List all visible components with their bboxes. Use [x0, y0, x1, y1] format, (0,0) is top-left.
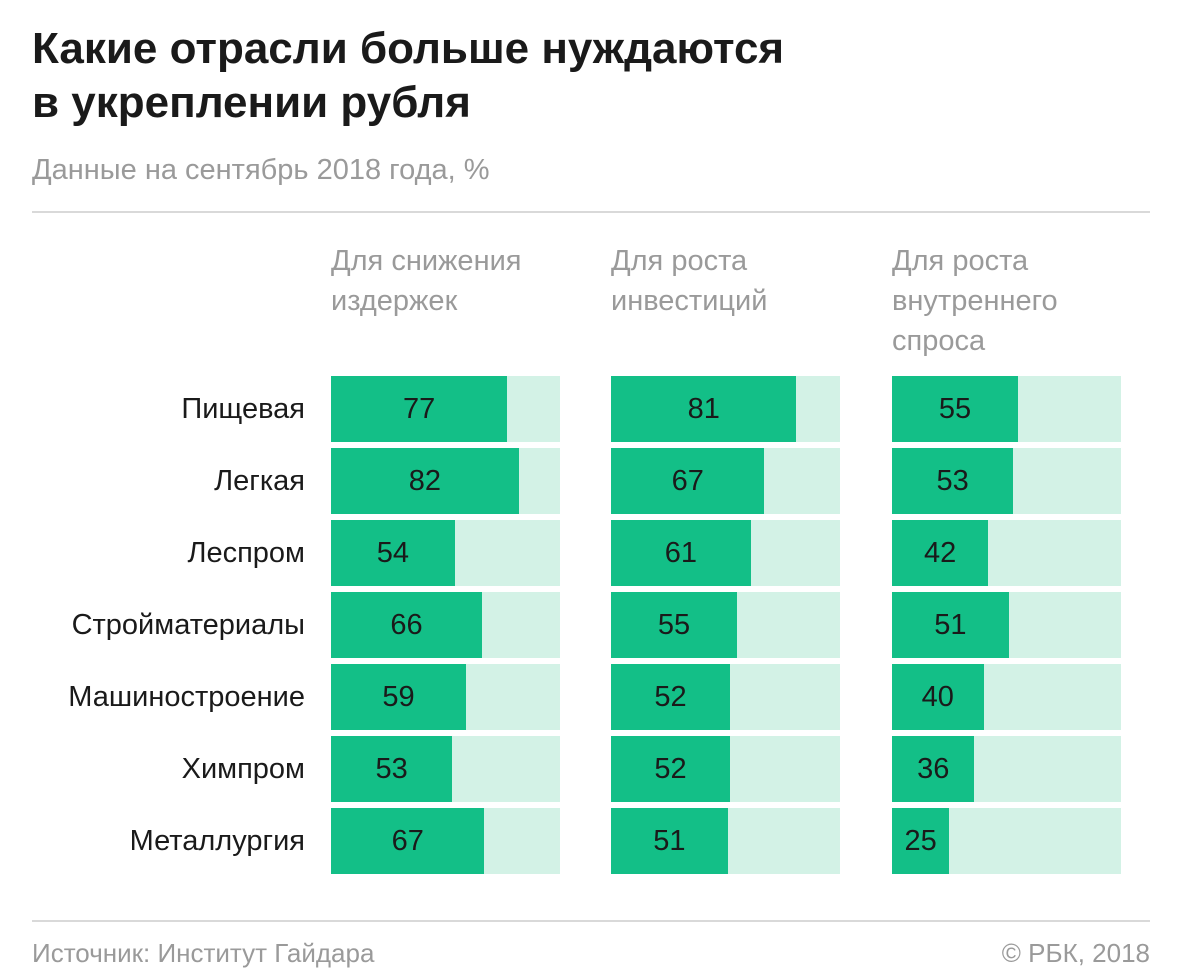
bar-value-label: 54: [376, 537, 409, 569]
bar-value-label: 53: [375, 753, 408, 785]
bar-value-label: 77: [403, 393, 436, 425]
top-divider: [32, 211, 1150, 213]
bar: [892, 448, 1014, 514]
bar-track: 53: [892, 448, 1121, 514]
bar: [331, 664, 467, 730]
bar-value-label: 82: [408, 465, 442, 497]
bar-value-label: 52: [654, 681, 687, 713]
bar-track: 55: [611, 592, 840, 658]
category-label: Пищевая: [181, 393, 305, 425]
bar-value-label: 67: [391, 825, 424, 857]
bar: [611, 808, 728, 874]
bar-value-label: 59: [382, 681, 415, 713]
bar-track: 42: [892, 520, 1121, 586]
bar: [331, 808, 485, 874]
bar: [331, 376, 508, 442]
column-header-1-line-1: Для снижения: [331, 245, 522, 277]
bar-value-label: 55: [657, 609, 691, 641]
bar-track: 36: [892, 736, 1121, 802]
category-label: Стройматериалы: [71, 609, 305, 641]
category-label: Легкая: [214, 465, 305, 497]
bar-track: 51: [611, 808, 840, 874]
column-header-3-line-2: внутреннего: [892, 285, 1058, 317]
bar-track: 52: [611, 664, 840, 730]
bar: [331, 736, 453, 802]
chart-title-line-1: Какие отрасли больше нуждаются: [32, 24, 785, 73]
bar-value-label: 66: [390, 609, 423, 641]
bar-value-label: 52: [654, 753, 687, 785]
bar: [892, 592, 1009, 658]
bar-track: 25: [892, 808, 1121, 874]
bar-track: 59: [331, 664, 560, 730]
bar: [611, 520, 751, 586]
bar-track: 54: [331, 520, 560, 586]
source-note: Источник: Институт Гайдара: [32, 938, 375, 968]
bar: [611, 376, 797, 442]
category-label: Химпром: [181, 753, 305, 785]
bar-value-label: 25: [904, 825, 937, 857]
bar: [331, 592, 483, 658]
bar-track: 77: [331, 376, 560, 442]
bar: [892, 664, 984, 730]
bar-value-label: 55: [938, 393, 972, 425]
bar-track: 82: [331, 448, 560, 514]
bar-track: 40: [892, 664, 1121, 730]
bar-value-label: 67: [671, 465, 704, 497]
bar: [331, 448, 519, 514]
column-header-3-line-1: Для роста: [892, 245, 1029, 277]
bar-track: 51: [892, 592, 1121, 658]
bar: [331, 520, 455, 586]
bar: [892, 376, 1018, 442]
bar-value-label: 36: [917, 753, 950, 785]
bottom-divider: [32, 920, 1150, 922]
bar-track: 52: [611, 736, 840, 802]
bar: [611, 592, 737, 658]
bar-value-label: 61: [664, 537, 697, 569]
bar-track: 66: [331, 592, 560, 658]
column-header-1-line-2: издержек: [331, 285, 458, 317]
bar-value-label: 53: [936, 465, 969, 497]
copyright-note: © РБК, 2018: [1001, 938, 1150, 968]
chart-title-line-2: в укреплении рубля: [32, 78, 471, 127]
bar: [611, 736, 731, 802]
bar-track: 55: [892, 376, 1121, 442]
bar-value-label: 51: [653, 825, 686, 857]
bar: [892, 808, 950, 874]
bar-value-label: 42: [923, 537, 957, 569]
column-header-3: Для роста внутреннего спроса: [892, 241, 1058, 361]
bar-track: 81: [611, 376, 840, 442]
bar: [611, 664, 731, 730]
bar-value-label: 81: [687, 393, 720, 425]
column-header-2-line-2: инвестиций: [611, 285, 768, 317]
column-header-1: Для снижения издержек: [331, 241, 521, 321]
chart-title: Какие отрасли больше нуждаются в укрепле…: [32, 22, 1132, 130]
category-label: Металлургия: [129, 825, 305, 857]
bar-track: 53: [331, 736, 560, 802]
bar-track: 67: [611, 448, 840, 514]
column-header-3-line-3: спроса: [892, 325, 986, 357]
column-header-2: Для роста инвестиций: [611, 241, 767, 321]
chart-subtitle: Данные на сентябрь 2018 года, %: [32, 154, 490, 186]
bar-track: 67: [331, 808, 560, 874]
bar-value-label: 40: [921, 681, 954, 713]
bar: [892, 736, 975, 802]
bar: [611, 448, 765, 514]
bar-value-label: 51: [934, 609, 967, 641]
category-label: Машиностроение: [68, 681, 305, 713]
column-header-2-line-1: Для роста: [611, 245, 748, 277]
bar-track: 61: [611, 520, 840, 586]
category-label: Леспром: [187, 537, 305, 569]
bar: [892, 520, 989, 586]
